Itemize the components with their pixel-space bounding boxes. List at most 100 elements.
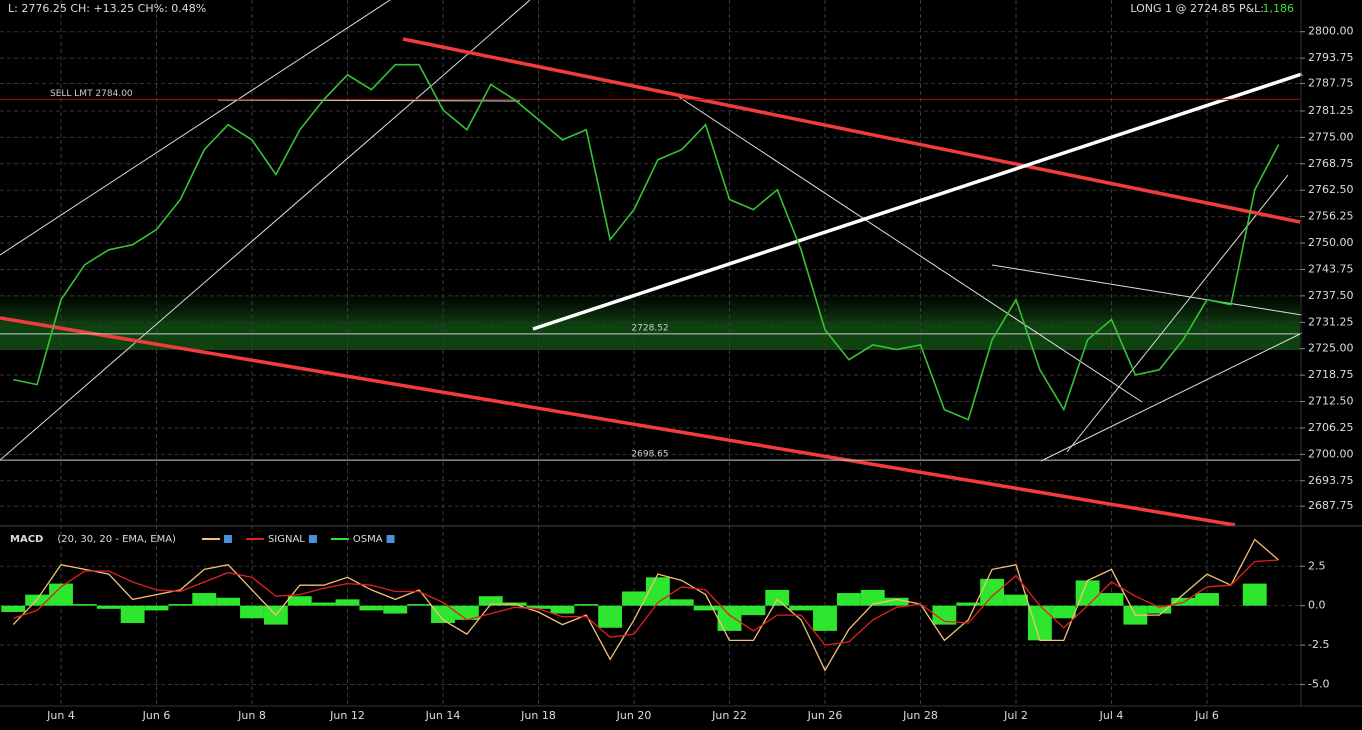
trend-line — [991, 264, 1303, 316]
y-tick-label: 2737.50 — [1308, 289, 1354, 302]
y-tick-label: 2712.50 — [1308, 395, 1354, 408]
price-level-label: 2698.65 — [631, 450, 668, 460]
legend-toggle[interactable] — [386, 535, 395, 543]
histogram-bar — [717, 605, 742, 631]
y-tick-label: 2718.75 — [1308, 368, 1354, 381]
histogram-bar — [335, 599, 360, 606]
histogram-bar — [216, 597, 241, 606]
price-level-label: 2728.52 — [631, 323, 668, 333]
histogram-bar — [96, 605, 121, 609]
histogram-bar — [574, 604, 599, 606]
histogram-bar — [1027, 605, 1052, 641]
y-tick-label: 2743.75 — [1308, 262, 1354, 275]
histogram-bar — [49, 583, 73, 606]
trend-line — [402, 37, 1301, 224]
histogram-bar — [144, 605, 169, 611]
indicator-title: MACD — [10, 534, 43, 545]
x-tick-label: Jun 12 — [329, 709, 365, 722]
histogram-bar — [526, 605, 551, 609]
x-tick-label: Jun 14 — [425, 709, 461, 722]
y-tick-label: 2775.00 — [1308, 130, 1354, 143]
histogram-bar — [622, 591, 646, 606]
histogram-bar — [287, 596, 312, 606]
trend-line — [217, 99, 521, 102]
x-tick-label: Jun 6 — [142, 709, 171, 722]
x-tick-label: Jul 2 — [1003, 709, 1028, 722]
histogram-bar — [431, 605, 455, 624]
legend-toggle[interactable] — [308, 535, 317, 543]
x-tick-label: Jun 22 — [711, 709, 747, 722]
trend-line — [0, 0, 391, 256]
histogram-bar — [741, 605, 766, 616]
x-tick-label: Jun 4 — [46, 709, 75, 722]
x-tick-label: Jun 26 — [807, 709, 843, 722]
histogram-bar — [550, 605, 575, 614]
trend-line — [672, 92, 1143, 403]
trend-line — [0, 316, 1236, 527]
series-line — [13, 63, 1280, 421]
histogram-bar — [478, 596, 503, 606]
histogram-bar — [192, 593, 217, 606]
legend-toggle[interactable] — [223, 535, 232, 543]
histogram-bar — [1147, 605, 1172, 614]
y-tick-label: 2706.25 — [1308, 421, 1354, 434]
x-tick-label: Jun 18 — [520, 709, 556, 722]
series-line — [12, 538, 1280, 672]
histogram-bar — [383, 605, 408, 614]
y-tick-label: 2725.00 — [1308, 342, 1354, 355]
histogram-bar — [598, 605, 623, 628]
histogram-bar — [1, 605, 26, 612]
histogram-bar — [240, 605, 264, 619]
histogram-bar — [765, 589, 790, 606]
pnl: 1,186 — [1263, 2, 1295, 15]
price-level-label: SELL LMT 2784.00 — [50, 89, 133, 99]
y-tick-label: 2762.50 — [1308, 183, 1354, 196]
quote: L: 2776.25 CH: +13.25 CH%: 0.48% — [8, 2, 206, 15]
histogram-bar — [932, 605, 957, 625]
histogram-bar — [789, 605, 814, 611]
indicator-params: (20, 30, 20 - EMA, EMA) — [57, 534, 176, 545]
y-tick-label: -5.0 — [1308, 678, 1329, 691]
series-line — [13, 559, 1279, 646]
y-tick-label: 2750.00 — [1308, 236, 1354, 249]
histogram-bar — [311, 602, 336, 606]
x-tick-label: Jun 20 — [616, 709, 652, 722]
histogram-bar — [669, 599, 694, 606]
histogram-bar — [980, 578, 1005, 606]
y-tick-label: 2793.75 — [1308, 51, 1354, 64]
y-tick-label: 2800.00 — [1308, 25, 1354, 38]
histogram-bar — [1195, 593, 1219, 606]
y-tick-label: 2.5 — [1308, 559, 1326, 572]
histogram-bar — [836, 593, 861, 606]
histogram-bar — [956, 602, 981, 606]
x-tick-label: Jun 28 — [902, 709, 938, 722]
y-tick-label: -2.5 — [1308, 638, 1329, 651]
y-tick-label: 2756.25 — [1308, 210, 1354, 223]
histogram-bar — [813, 605, 837, 631]
histogram-bar — [359, 605, 384, 611]
histogram-bar — [884, 597, 909, 606]
legend-label: SIGNAL — [268, 534, 305, 545]
x-tick-label: Jul 4 — [1099, 709, 1124, 722]
trend-line — [1040, 332, 1303, 462]
trend-line — [1066, 174, 1289, 453]
histogram-bar — [120, 605, 145, 624]
histogram-bar — [693, 605, 718, 611]
trend-line — [0, 0, 531, 461]
histogram-bar — [1051, 605, 1076, 619]
position: LONG 1 @ 2724.85 P&L: — [1130, 2, 1264, 15]
y-tick-label: 2731.25 — [1308, 315, 1354, 328]
histogram-bar — [1099, 593, 1124, 606]
y-tick-label: 2700.00 — [1308, 447, 1354, 460]
support-zone — [0, 290, 1300, 350]
y-tick-label: 2687.75 — [1308, 499, 1354, 512]
y-tick-label: 2787.75 — [1308, 76, 1354, 89]
histogram-bar — [860, 589, 885, 606]
histogram-bar — [1004, 594, 1028, 606]
y-tick-label: 2768.75 — [1308, 157, 1354, 170]
legend-label: OSMA — [353, 534, 383, 545]
x-tick-label: Jul 6 — [1194, 709, 1219, 722]
histogram-bar — [72, 604, 97, 606]
